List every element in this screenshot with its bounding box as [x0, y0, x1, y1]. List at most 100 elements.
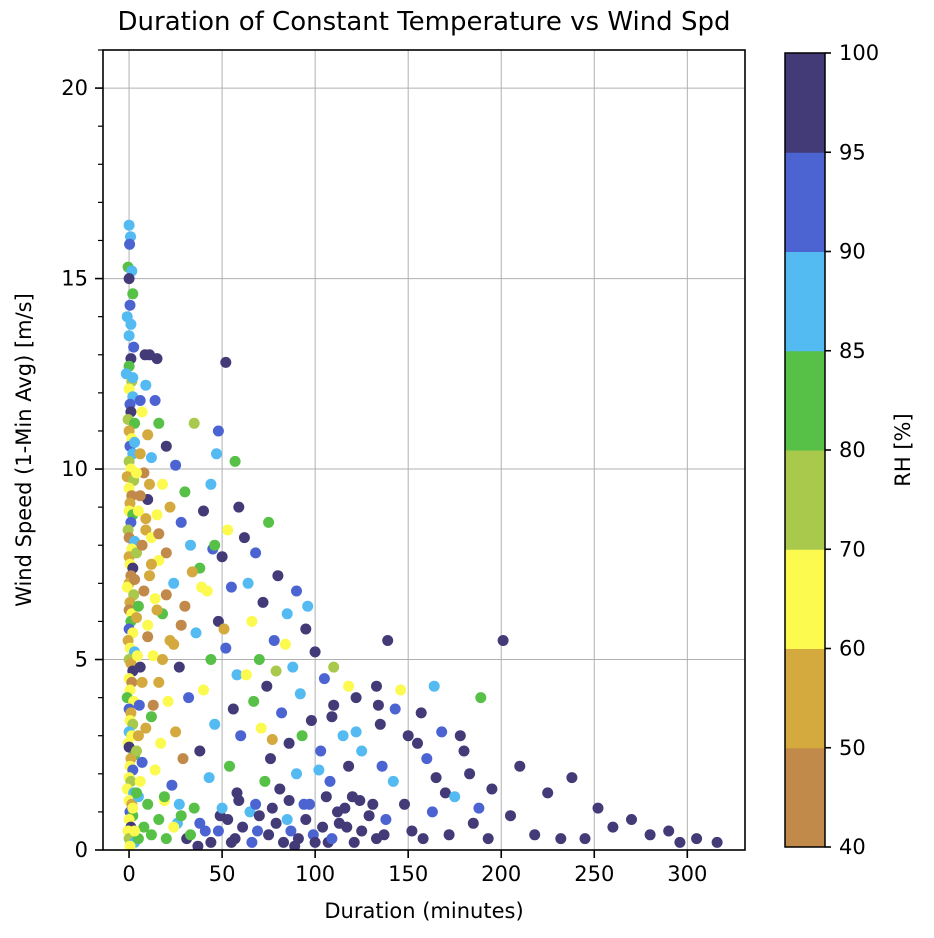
scatter-point [449, 791, 461, 803]
scatter-point [158, 791, 170, 803]
scatter-point [663, 825, 675, 837]
plot-frame [102, 49, 746, 851]
scatter-point [188, 417, 200, 429]
scatter-point [266, 802, 278, 814]
scatter-point [153, 676, 165, 688]
scatter-point [376, 760, 388, 772]
scatter-point [138, 821, 150, 833]
scatter-point [475, 692, 487, 704]
scatter-point [350, 726, 362, 738]
scatter-point [168, 821, 180, 833]
scatter-point [131, 547, 142, 559]
scatter-point [380, 814, 392, 825]
scatter-point [132, 600, 144, 612]
colorbar-tick-label: 50 [839, 736, 866, 760]
scatter-point [333, 817, 345, 829]
x-tick-label: 300 [667, 862, 707, 886]
scatter-point [343, 680, 355, 692]
y-tick-label: 20 [61, 76, 88, 100]
scatter-point [212, 615, 224, 627]
scatter-point [313, 764, 325, 776]
x-tick-label: 0 [122, 862, 135, 886]
scatter-point [136, 539, 148, 551]
scatter-point [270, 817, 282, 829]
scatter-point [173, 798, 185, 810]
scatter-point [430, 772, 442, 784]
y-axis-label: Wind Speed (1-Min Avg) [m/s] [12, 293, 36, 607]
scatter-point [592, 802, 604, 814]
scatter-point [402, 730, 414, 742]
scatter-point [674, 836, 686, 848]
y-tick-label: 0 [75, 838, 88, 862]
scatter-point [711, 836, 723, 848]
scatter-points [120, 219, 723, 850]
y-tick-label: 5 [75, 648, 88, 672]
scatter-point [304, 798, 316, 810]
scatter-point [199, 825, 211, 837]
scatter-point [220, 642, 232, 654]
scatter-point [131, 612, 142, 624]
scatter-point [395, 684, 407, 696]
scatter-point [300, 623, 312, 635]
scatter-point [328, 699, 340, 711]
colorbar-band [785, 549, 825, 649]
scatter-point [274, 783, 286, 795]
scatter-point [216, 802, 228, 814]
x-tick-label: 150 [388, 862, 428, 886]
scatter-point [272, 570, 284, 582]
scatter-point [248, 695, 260, 707]
scatter-point [278, 836, 289, 848]
scatter-point [514, 760, 526, 772]
scatter-point [406, 825, 418, 837]
scatter-point [209, 539, 221, 551]
scatter-point [192, 840, 204, 850]
scatter-point [145, 558, 157, 570]
scatter-point [240, 669, 252, 681]
scatter-point [144, 570, 155, 582]
scatter-point [224, 760, 235, 772]
colorbar-band [785, 450, 825, 550]
scatter-point [363, 810, 375, 822]
scatter-point [250, 547, 262, 559]
scatter-point [198, 505, 209, 517]
scatter-point [136, 756, 148, 768]
scatter-point [131, 467, 142, 479]
scatter-point [350, 692, 362, 704]
scatter-point [129, 417, 141, 429]
scatter-point [127, 372, 139, 384]
scatter-point [149, 593, 161, 605]
scatter-point [356, 745, 368, 757]
scatter-point [300, 814, 312, 825]
scatter-point [142, 429, 154, 441]
x-axis-label: Duration (minutes) [324, 899, 524, 923]
colorbar-tick-label: 100 [839, 41, 879, 65]
colorbar-band [785, 53, 825, 153]
scatter-point [261, 680, 273, 692]
scatter-point [231, 669, 243, 681]
scatter-point [415, 707, 427, 719]
colorbar-band [785, 350, 825, 451]
scatter-point [142, 798, 154, 810]
scatter-point [320, 791, 332, 803]
scatter-point [142, 631, 154, 643]
scatter-point [212, 425, 224, 437]
scatter-point [233, 501, 245, 513]
scatter-point [426, 806, 438, 818]
scatter-point [142, 619, 154, 631]
scatter-point [382, 635, 394, 646]
colorbar-band [785, 251, 825, 352]
colorbar-tick-label: 70 [839, 537, 866, 561]
scatter-point [285, 825, 297, 837]
scatter-point [255, 722, 267, 734]
scatter-point [343, 760, 355, 772]
colorbar-tick-label: 60 [839, 637, 866, 661]
scatter-point [131, 787, 142, 799]
scatter-point [205, 654, 217, 665]
scatter-point [157, 478, 168, 490]
scatter-point [173, 661, 185, 673]
scatter-point [183, 692, 195, 704]
scatter-point [227, 703, 239, 715]
scatter-point [252, 825, 263, 837]
scatter-point [134, 490, 146, 502]
scatter-point [318, 673, 330, 685]
